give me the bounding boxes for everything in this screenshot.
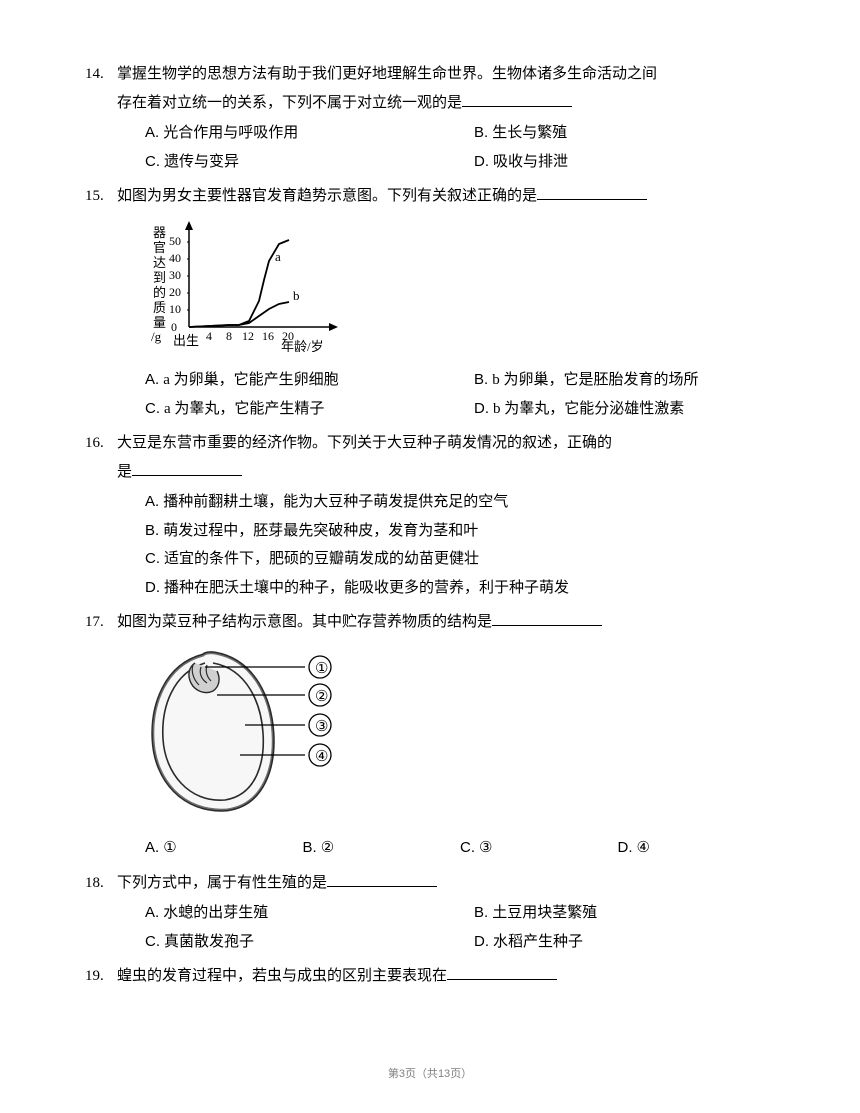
q15-options: A.a 为卵巢，它能产生卵细胞 B.b 为卵巢，它是胚胎发育的场所 C.a 为睾… (117, 366, 775, 423)
q17-blank (492, 611, 602, 626)
q17-diagram: ① ② ③ ④ (145, 645, 775, 831)
q16-number: 16. (85, 429, 117, 602)
question-14: 14. 掌握生物学的思想方法有助于我们更好地理解生命世界。生物体诸多生命活动之间… (85, 60, 775, 176)
svg-text:0: 0 (171, 320, 177, 334)
q17-body: 如图为菜豆种子结构示意图。其中贮存营养物质的结构是 (117, 608, 775, 863)
q17-number: 17. (85, 608, 117, 863)
svg-text:质: 质 (153, 300, 166, 315)
q18-body: 下列方式中，属于有性生殖的是 A.水螅的出芽生殖 B.土豆用块茎繁殖 C.真菌散… (117, 869, 775, 957)
svg-text:①: ① (315, 661, 328, 677)
q16-opt-d: D.播种在肥沃土壤中的种子，能吸收更多的营养，利于种子萌发 (117, 574, 775, 603)
svg-text:8: 8 (226, 329, 232, 343)
svg-text:40: 40 (169, 251, 181, 265)
q14-stem: 掌握生物学的思想方法有助于我们更好地理解生命世界。生物体诸多生命活动之间 存在着… (117, 60, 775, 117)
svg-text:到: 到 (153, 270, 166, 285)
question-16: 16. 大豆是东营市重要的经济作物。下列关于大豆种子萌发情况的叙述，正确的 是 … (85, 429, 775, 602)
svg-text:12: 12 (242, 329, 254, 343)
q19-stem: 蝗虫的发育过程中，若虫与成虫的区别主要表现在 (117, 962, 775, 991)
q19-body: 蝗虫的发育过程中，若虫与成虫的区别主要表现在 (117, 962, 775, 993)
q15-chart: 器 官 达 到 的 质 量 /g 0 10 20 30 40 50 (145, 217, 775, 363)
question-17: 17. 如图为菜豆种子结构示意图。其中贮存营养物质的结构是 (85, 608, 775, 863)
q18-stem: 下列方式中，属于有性生殖的是 (117, 869, 775, 898)
svg-text:4: 4 (206, 329, 212, 343)
q17-stem: 如图为菜豆种子结构示意图。其中贮存营养物质的结构是 (117, 608, 775, 637)
q14-opt-d: D.吸收与排泄 (446, 148, 775, 177)
svg-text:量: 量 (153, 315, 166, 330)
q19-blank (447, 965, 557, 980)
seed-diagram-icon: ① ② ③ ④ (145, 645, 375, 820)
svg-text:器: 器 (153, 225, 166, 240)
q18-opt-d: D.水稻产生种子 (446, 928, 775, 957)
q14-stem-line1: 掌握生物学的思想方法有助于我们更好地理解生命世界。生物体诸多生命活动之间 (117, 66, 657, 82)
svg-text:官: 官 (153, 240, 166, 255)
svg-text:20: 20 (169, 285, 181, 299)
q16-blank (132, 461, 242, 476)
q17-opt-c: C.③ (460, 834, 618, 863)
q15-blank (537, 185, 647, 200)
svg-text:16: 16 (262, 329, 274, 343)
q17-opt-b: B.② (303, 834, 461, 863)
q15-body: 如图为男女主要性器官发育趋势示意图。下列有关叙述正确的是 器 官 达 到 的 质… (117, 182, 775, 423)
q18-options: A.水螅的出芽生殖 B.土豆用块茎繁殖 C.真菌散发孢子 D.水稻产生种子 (117, 899, 775, 956)
q14-options: A.光合作用与呼吸作用 B.生长与繁殖 C.遗传与变异 D.吸收与排泄 (117, 119, 775, 176)
question-15: 15. 如图为男女主要性器官发育趋势示意图。下列有关叙述正确的是 器 官 达 到… (85, 182, 775, 423)
q15-stem: 如图为男女主要性器官发育趋势示意图。下列有关叙述正确的是 (117, 182, 775, 211)
q16-opt-b: B.萌发过程中，胚芽最先突破种皮，发育为茎和叶 (117, 517, 775, 546)
q14-blank (462, 92, 572, 107)
svg-text:③: ③ (315, 719, 328, 735)
svg-text:年龄/岁: 年龄/岁 (281, 339, 324, 352)
q14-body: 掌握生物学的思想方法有助于我们更好地理解生命世界。生物体诸多生命活动之间 存在着… (117, 60, 775, 176)
q16-body: 大豆是东营市重要的经济作物。下列关于大豆种子萌发情况的叙述，正确的 是 A.播种… (117, 429, 775, 602)
q17-opt-a: A.① (145, 834, 303, 863)
q17-opt-d: D.④ (618, 834, 776, 863)
svg-text:④: ④ (315, 749, 328, 765)
svg-text:10: 10 (169, 302, 181, 316)
page-footer: 第3页（共13页） (0, 1064, 860, 1085)
q18-opt-c: C.真菌散发孢子 (117, 928, 446, 957)
q17-options: A.① B.② C.③ D.④ (117, 834, 775, 863)
q16-stem-line2: 是 (117, 464, 132, 480)
svg-text:的: 的 (153, 285, 166, 300)
q14-number: 14. (85, 60, 117, 176)
q16-stem-line1: 大豆是东营市重要的经济作物。下列关于大豆种子萌发情况的叙述，正确的 (117, 435, 612, 451)
q15-opt-c: C.a 为睾丸，它能产生精子 (117, 395, 446, 424)
q18-number: 18. (85, 869, 117, 957)
svg-text:50: 50 (169, 234, 181, 248)
q16-options: A.播种前翻耕土壤，能为大豆种子萌发提供充足的空气 B.萌发过程中，胚芽最先突破… (117, 488, 775, 602)
svg-text:/g: /g (151, 329, 162, 344)
q18-opt-b: B.土豆用块茎繁殖 (446, 899, 775, 928)
q15-opt-d: D.b 为睾丸，它能分泌雄性激素 (446, 395, 775, 424)
q19-number: 19. (85, 962, 117, 993)
q15-number: 15. (85, 182, 117, 423)
svg-text:a: a (275, 249, 281, 264)
question-19: 19. 蝗虫的发育过程中，若虫与成虫的区别主要表现在 (85, 962, 775, 993)
svg-text:出生: 出生 (173, 333, 199, 348)
svg-text:达: 达 (153, 255, 166, 270)
q14-opt-a: A.光合作用与呼吸作用 (117, 119, 446, 148)
question-18: 18. 下列方式中，属于有性生殖的是 A.水螅的出芽生殖 B.土豆用块茎繁殖 C… (85, 869, 775, 957)
q16-opt-a: A.播种前翻耕土壤，能为大豆种子萌发提供充足的空气 (117, 488, 775, 517)
q14-opt-c: C.遗传与变异 (117, 148, 446, 177)
q16-opt-c: C.适宜的条件下，肥硕的豆瓣萌发成的幼苗更健壮 (117, 545, 775, 574)
q14-opt-b: B.生长与繁殖 (446, 119, 775, 148)
svg-text:b: b (293, 288, 300, 303)
q15-opt-a: A.a 为卵巢，它能产生卵细胞 (117, 366, 446, 395)
svg-text:②: ② (315, 689, 328, 705)
q18-opt-a: A.水螅的出芽生殖 (117, 899, 446, 928)
q15-opt-b: B.b 为卵巢，它是胚胎发育的场所 (446, 366, 775, 395)
growth-chart-icon: 器 官 达 到 的 质 量 /g 0 10 20 30 40 50 (145, 217, 345, 352)
q18-blank (327, 872, 437, 887)
svg-text:30: 30 (169, 268, 181, 282)
q16-stem: 大豆是东营市重要的经济作物。下列关于大豆种子萌发情况的叙述，正确的 是 (117, 429, 775, 486)
q14-stem-line2: 存在着对立统一的关系，下列不属于对立统一观的是 (117, 95, 462, 111)
